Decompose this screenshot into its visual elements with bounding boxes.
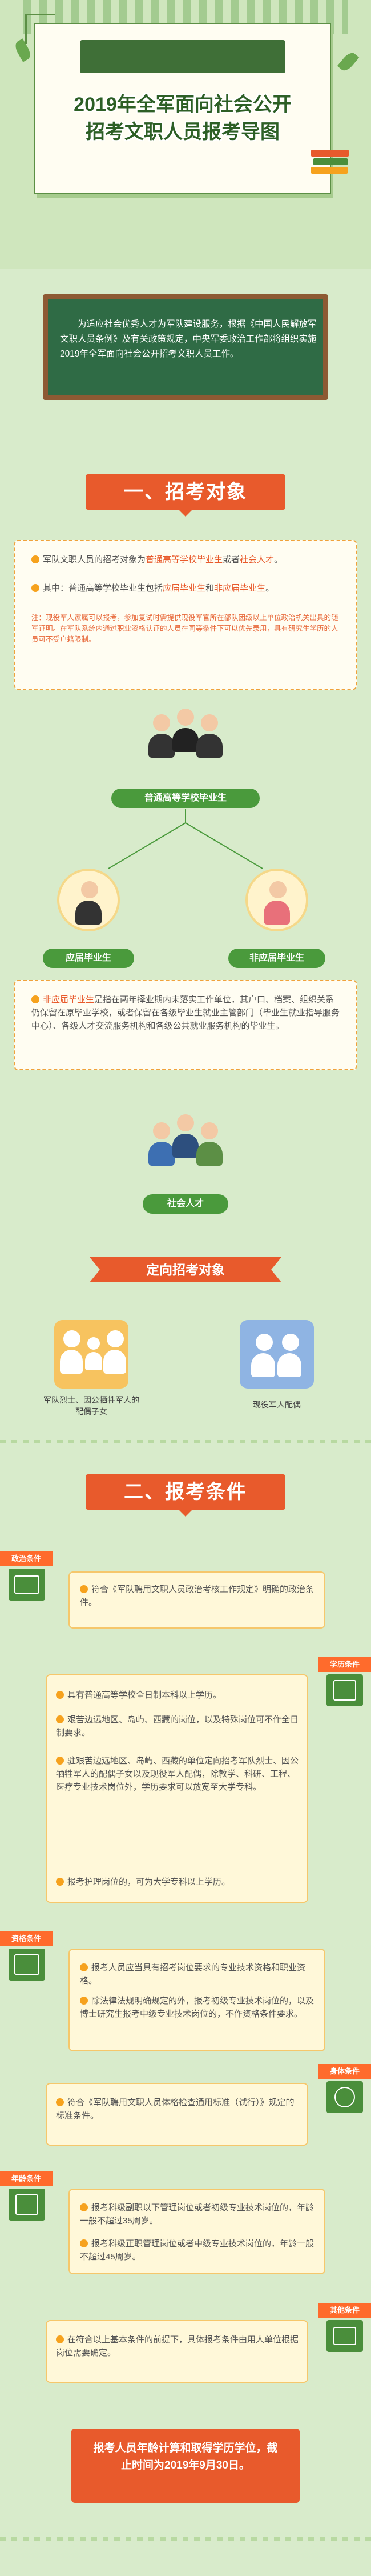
bullet-icon (80, 1585, 88, 1593)
physical-card (46, 2083, 308, 2146)
nonfresh-graduate-label: 非应届毕业生 (228, 949, 325, 968)
bullet-icon (80, 1963, 88, 1971)
fresh-graduate-label: 应届毕业生 (43, 949, 134, 968)
graduates-connector (108, 809, 263, 869)
targets-line2: 其中：普通高等学校毕业生包括应届毕业生和非应届毕业生。 (31, 582, 340, 595)
section1-banner: 一、招考对象 (86, 474, 285, 517)
qualification-card (68, 1949, 325, 2051)
intro-text: 为适应社会优秀人才为军队建设服务，根据《中国人民解放军文职人员条例》及有关政策规… (60, 319, 317, 359)
other-text: 在符合以上基本条件的前提下，具体报考条件由用人单位根据岗位需要确定。 (56, 2335, 299, 2358)
age-tag: 年龄条件 (0, 2171, 53, 2186)
chalkboard (43, 294, 328, 400)
graduates-illustration (143, 709, 228, 771)
graduates-label: 普通高等学校毕业生 (111, 789, 260, 808)
qualification-item-1: 报考人员应当具有招考岗位要求的专业技术资格和职业资格。 (80, 1963, 306, 1986)
nonfresh-text: 非应届毕业生是指在两年择业期内未落实工作单位，其户口、档案、组织关系仍保留在原毕… (31, 995, 340, 1031)
id-card-icon (9, 1569, 45, 1601)
targets-card (14, 540, 357, 690)
targets-note: 注：现役军人家属可以报考，参加复试时需提供现役军官所在部队团级以上单位政治机关出… (31, 614, 338, 643)
deadline-note: 报考人员年龄计算和取得学历学位，截止时间为2019年9月30日。 (71, 2429, 300, 2503)
targeted-left-label: 军队烈士、因公牺牲军人的配偶子女 (43, 1395, 139, 1416)
education-item-2: 艰苦边远地区、岛屿、西藏的岗位，以及特殊岗位可不作全日制要求。 (56, 1715, 299, 1738)
targeted-right-label: 现役军人配偶 (253, 1400, 301, 1409)
bottom-divider (0, 2537, 371, 2541)
more-icon (326, 2320, 363, 2352)
bullet-icon (56, 1878, 64, 1886)
bullet-icon (80, 2239, 88, 2247)
books-icon (311, 150, 351, 175)
education-item-3: 驻艰苦边远地区、岛屿、西藏的单位定向招考军队烈士、因公牺牲军人的配偶子女以及现役… (56, 1756, 299, 1792)
social-talent-label: 社会人才 (143, 1194, 228, 1214)
bullet-icon (56, 2335, 64, 2343)
political-card (68, 1571, 325, 1629)
physical-tag: 身体条件 (318, 2064, 371, 2079)
bullet-icon (31, 555, 39, 563)
education-item-1: 具有普通高等学校全日制本科以上学历。 (56, 1689, 299, 1702)
bullet-icon (80, 2203, 88, 2211)
bullet-icon (56, 2098, 64, 2106)
section2-banner: 二、报考条件 (86, 1474, 285, 1517)
page-title-line1: 2019年全军面向社会公开 (74, 94, 292, 115)
calendar-icon (9, 2189, 45, 2221)
bullet-icon (56, 1757, 64, 1765)
bullet-icon (56, 1691, 64, 1699)
education-tag: 学历条件 (318, 1657, 371, 1672)
nonfresh-card (14, 980, 357, 1070)
bullet-icon (56, 1715, 64, 1723)
bullet-icon (31, 584, 39, 592)
hero-board-cap (80, 40, 285, 73)
fresh-graduate-avatar (57, 869, 120, 931)
age-item-1: 报考科级副职以下管理岗位或者初级专业技术岗位的，年龄一般不超过35周岁。 (80, 2203, 314, 2226)
targets-line1: 军队文职人员的招考对象为普通高等学校毕业生或者社会人才。 (31, 553, 340, 566)
targeted-ribbon: 定向招考对象 (90, 1257, 281, 1282)
health-check-icon (326, 2081, 363, 2113)
bullet-icon (31, 995, 39, 1003)
page-title-line2: 招考文职人员报考导图 (86, 121, 280, 143)
couple-icon (240, 1320, 314, 1389)
age-card (68, 2189, 325, 2274)
political-text: 符合《军队聘用文职人员政治考核工作规定》明确的政治条件。 (80, 1585, 314, 1607)
certificate-icon (9, 1949, 45, 1981)
qualification-item-2: 除法律法规明确规定的外，报考初级专业技术岗位的，以及博士研究生报考中级专业技术岗… (80, 1996, 314, 2019)
physical-text: 符合《军队聘用文职人员体格检查通用标准（试行）》规定的标准条件。 (56, 2098, 295, 2121)
education-card (46, 1674, 308, 1903)
qualification-tag: 资格条件 (0, 1931, 53, 1946)
diploma-icon (326, 1674, 363, 1706)
nonfresh-graduate-avatar (245, 869, 308, 931)
other-card (46, 2320, 308, 2383)
social-talent-illustration (143, 1114, 228, 1177)
political-tag: 政治条件 (0, 1551, 53, 1566)
other-tag: 其他条件 (318, 2303, 371, 2318)
family-icon (54, 1320, 128, 1389)
age-item-2: 报考科级正职管理岗位或者中级专业技术岗位的，年龄一般不超过45周岁。 (80, 2239, 314, 2262)
divider (0, 1440, 371, 1443)
education-item-4: 报考护理岗位的，可为大学专科以上学历。 (56, 1875, 299, 1889)
bullet-icon (80, 1997, 88, 2005)
